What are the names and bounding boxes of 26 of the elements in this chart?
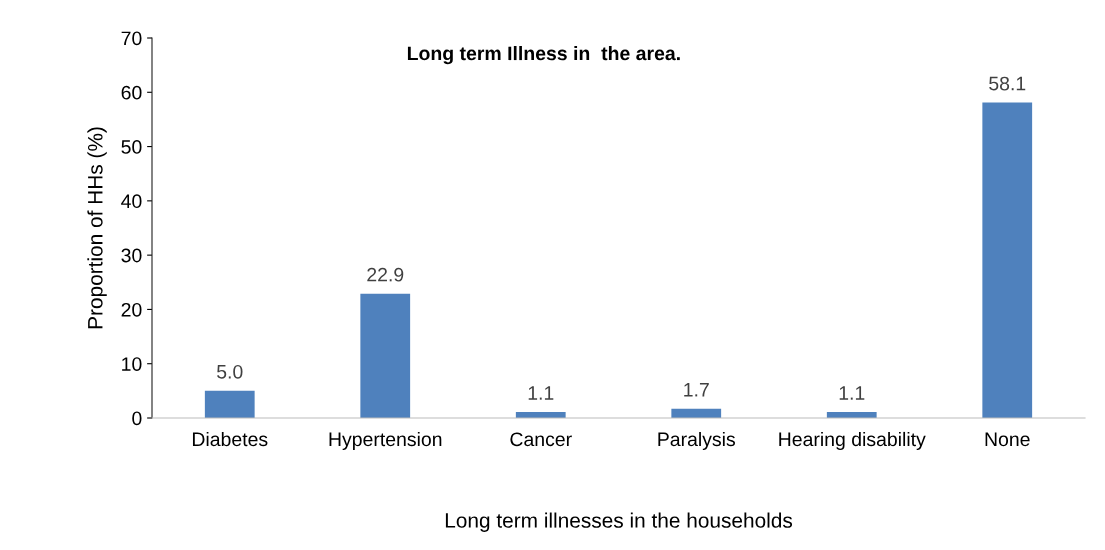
bar xyxy=(360,293,411,418)
y-tick-label: 10 xyxy=(122,357,142,371)
data-label: 5.0 xyxy=(217,364,243,379)
data-label: 58.1 xyxy=(989,76,1026,91)
y-tick-label: 30 xyxy=(121,248,142,263)
data-label: 1.7 xyxy=(684,383,709,397)
bar xyxy=(982,102,1033,418)
data-label: 22.9 xyxy=(367,267,404,282)
y-tick-label: 40 xyxy=(121,194,142,209)
x-tick-label: Paralysis xyxy=(658,431,735,451)
x-tick-label: Cancer xyxy=(510,432,572,447)
x-axis-title: Long term illnesses in the households xyxy=(445,512,793,532)
data-label: 1.1 xyxy=(839,386,865,400)
chart-title: Long term Illness in the area. xyxy=(407,45,680,65)
y-axis-title: Proportion of HHs (%) xyxy=(87,127,107,329)
x-tick-label: Diabetes xyxy=(192,431,268,447)
x-tick-label: Hypertension xyxy=(329,431,442,451)
x-tick-label: Hearing disability xyxy=(779,431,926,451)
y-tick-label: 50 xyxy=(121,140,142,154)
y-tick-label: 0 xyxy=(132,411,142,426)
y-tick-label: 20 xyxy=(121,302,142,317)
y-tick-label: 60 xyxy=(121,85,142,100)
y-tick-label: 70 xyxy=(121,31,142,46)
data-label: 1.1 xyxy=(528,386,554,400)
x-tick-label: None xyxy=(985,432,1030,447)
bar xyxy=(204,390,255,418)
